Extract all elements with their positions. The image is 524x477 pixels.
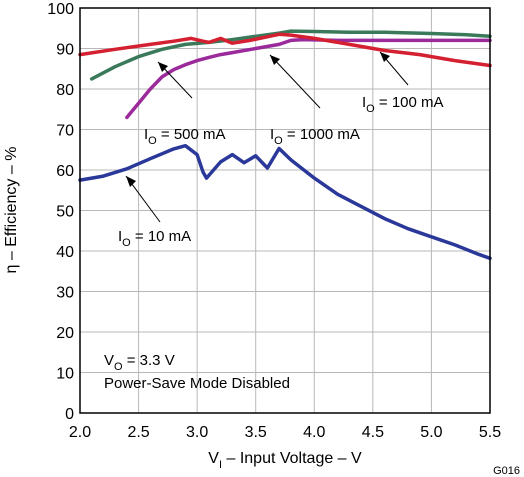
label-100ma: IO = 100 mA <box>362 94 444 115</box>
y-tick-label: 70 <box>56 123 74 140</box>
label-10ma: IO = 10 mA <box>118 228 191 249</box>
figure-id: G016 <box>493 465 520 477</box>
plot-frame <box>79 7 491 414</box>
y-tick-label: 0 <box>65 406 74 423</box>
x-tick-label: 5.0 <box>420 424 442 441</box>
label-1000ma: IO = 1000 mA <box>270 126 360 147</box>
x-axis-label: VI – Input Voltage – V <box>208 450 362 471</box>
x-tick-label: 4.0 <box>303 424 325 441</box>
arrowhead-500ma <box>158 62 168 72</box>
x-tick-labels: 2.0 2.5 3.0 3.5 4.0 4.5 5.0 5.5 <box>69 424 501 441</box>
y-tick-labels: 0 10 20 30 40 50 60 70 80 90 100 <box>47 1 74 423</box>
series-line-10ma <box>78 143 492 261</box>
series-lines <box>78 29 492 261</box>
y-tick-label: 60 <box>56 163 74 180</box>
arrowhead-10ma <box>126 176 136 187</box>
arrowhead-1000ma <box>270 55 280 65</box>
x-tick-label: 2.5 <box>127 424 149 441</box>
y-tick-label: 40 <box>56 244 74 261</box>
y-tick-label: 100 <box>47 1 74 18</box>
arrow-1000ma <box>269 54 321 109</box>
series-line-1000ma <box>125 37 492 120</box>
y-tick-label: 10 <box>56 366 74 383</box>
x-tick-label: 3.5 <box>245 424 267 441</box>
x-tick-label: 3.0 <box>186 424 208 441</box>
annotation-arrows <box>125 51 409 223</box>
x-tick-label: 5.5 <box>479 424 501 441</box>
x-tick-label: 4.5 <box>362 424 384 441</box>
series-line-100ma <box>78 32 492 68</box>
y-tick-label: 30 <box>56 285 74 302</box>
label-500ma: IO = 500 mA <box>144 126 226 147</box>
arrowhead-100ma <box>380 52 390 62</box>
y-tick-label: 50 <box>56 204 74 221</box>
series-line-500ma <box>89 29 492 81</box>
y-axis-label: η – Efficiency – % <box>3 147 20 274</box>
mode-note: Power-Save Mode Disabled <box>104 375 290 392</box>
y-tick-label: 90 <box>56 42 74 59</box>
x-tick-label: 2.0 <box>69 424 91 441</box>
vo-note: VO = 3.3 V <box>104 352 175 373</box>
y-tick-label: 80 <box>56 82 74 99</box>
y-tick-label: 20 <box>56 325 74 342</box>
